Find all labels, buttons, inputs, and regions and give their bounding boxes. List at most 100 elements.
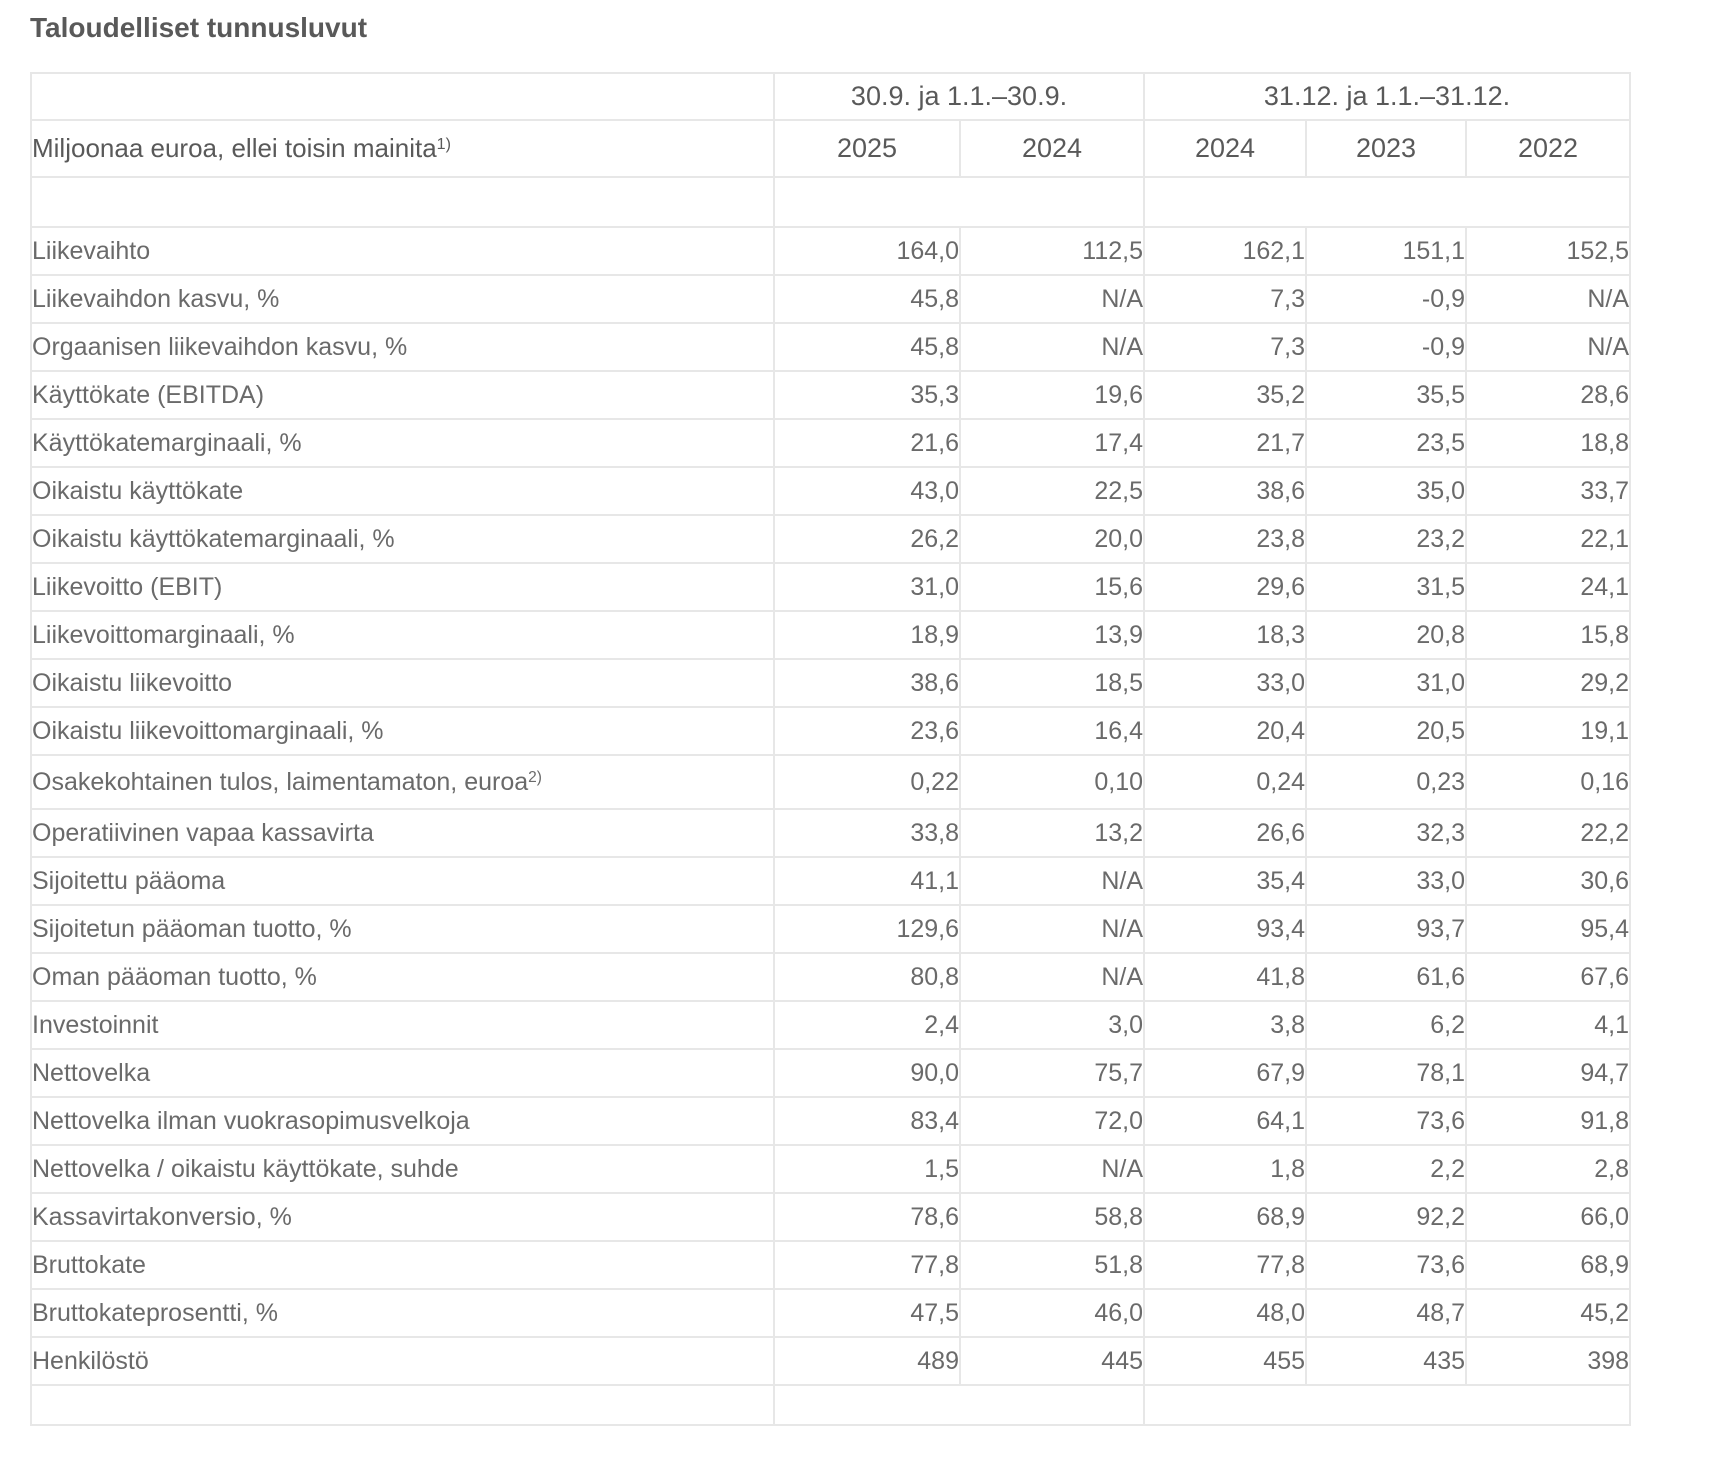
- value-cell: 33,0: [1143, 658, 1308, 708]
- value-cell: 112,5: [958, 226, 1146, 276]
- value-cell: 1,8: [1143, 1144, 1308, 1194]
- value-cell: 47,5: [773, 1288, 961, 1338]
- table-row: Bruttokateprosentti, % 47,5 46,0 48,0 48,7 45…: [30, 1288, 1632, 1338]
- unit-label: Miljoonaa euroa, ellei toisin mainita: [32, 133, 437, 163]
- table-row: Liikevoittomarginaali, % 18,9 13,9 18,3 20,8…: [30, 610, 1632, 660]
- value-cell: 35,2: [1143, 370, 1308, 420]
- header-spacer-row: [30, 176, 1632, 228]
- value-cell: 23,5: [1305, 418, 1468, 468]
- table-row: Henkilöstö 489 445 455 435 398: [30, 1336, 1632, 1386]
- table-footer-spacer: [30, 1384, 1632, 1426]
- value-cell: 67,6: [1465, 952, 1632, 1002]
- value-cell: 35,3: [773, 370, 961, 420]
- value-cell: 33,7: [1465, 466, 1632, 516]
- table-row: Osakekohtainen tulos, laimentamaton, eur…: [30, 754, 1632, 810]
- value-cell: 13,9: [958, 610, 1146, 660]
- row-label-cell: Kassavirtakonversio, %: [30, 1192, 775, 1242]
- row-label-cell: Oman pääoman tuotto, %: [30, 952, 775, 1002]
- value-cell: 7,3: [1143, 274, 1308, 324]
- value-cell: 2,8: [1465, 1144, 1632, 1194]
- row-label-cell: Bruttokateprosentti, %: [30, 1288, 775, 1338]
- value-cell: 26,2: [773, 514, 961, 564]
- value-cell: 0,16: [1465, 754, 1632, 810]
- value-cell: 31,0: [1305, 658, 1468, 708]
- value-cell: 38,6: [773, 658, 961, 708]
- value-cell: 32,3: [1305, 808, 1468, 858]
- row-label-cell: Liikevoittomarginaali, %: [30, 610, 775, 660]
- table-row: Sijoitetun pääoman tuotto, % 129,6 N/A 93,4…: [30, 904, 1632, 954]
- period-group-fullyear: 31.12. ja 1.1.–31.12.: [1143, 72, 1632, 121]
- financial-table: 30.9. ja 1.1.–30.9. 31.12. ja 1.1.–31.12…: [30, 72, 1632, 1426]
- row-label-cell: Operatiivinen vapaa kassavirta: [30, 808, 775, 858]
- value-cell: 91,8: [1465, 1096, 1632, 1146]
- value-cell: 164,0: [773, 226, 961, 276]
- row-label-cell: Käyttökatemarginaali, %: [30, 418, 775, 468]
- value-cell: 43,0: [773, 466, 961, 516]
- value-cell: 398: [1465, 1336, 1632, 1386]
- value-cell: N/A: [1465, 274, 1632, 324]
- value-cell: 21,6: [773, 418, 961, 468]
- spacer-cell: [1143, 1384, 1632, 1426]
- value-cell: 489: [773, 1336, 961, 1386]
- table-row: Investoinnit 2,4 3,0 3,8 6,2 4,1: [30, 1000, 1632, 1050]
- row-label-cell: Osakekohtainen tulos, laimentamaton, eur…: [30, 754, 775, 810]
- table-row: Liikevoitto (EBIT) 31,0 15,6 29,6 31,5 24,1: [30, 562, 1632, 612]
- value-cell: 129,6: [773, 904, 961, 954]
- value-cell: 1,5: [773, 1144, 961, 1194]
- value-cell: 7,3: [1143, 322, 1308, 372]
- value-cell: 3,0: [958, 1000, 1146, 1050]
- table-row: Bruttokate 77,8 51,8 77,8 73,6 68,9: [30, 1240, 1632, 1290]
- value-cell: 78,1: [1305, 1048, 1468, 1098]
- value-cell: 455: [1143, 1336, 1308, 1386]
- table-row: Oman pääoman tuotto, % 80,8 N/A 41,8 61,6 67,…: [30, 952, 1632, 1002]
- value-cell: 45,8: [773, 274, 961, 324]
- value-cell: 435: [1305, 1336, 1468, 1386]
- value-cell: 22,1: [1465, 514, 1632, 564]
- row-label-cell: Oikaistu käyttökate: [30, 466, 775, 516]
- row-label-cell: Liikevaihdon kasvu, %: [30, 274, 775, 324]
- row-label-cell: Nettovelka: [30, 1048, 775, 1098]
- value-cell: 0,10: [958, 754, 1146, 810]
- value-cell: 93,7: [1305, 904, 1468, 954]
- value-cell: 38,6: [1143, 466, 1308, 516]
- value-cell: 35,4: [1143, 856, 1308, 906]
- value-cell: 68,9: [1143, 1192, 1308, 1242]
- value-cell: 15,8: [1465, 610, 1632, 660]
- value-cell: N/A: [958, 322, 1146, 372]
- value-cell: 46,0: [958, 1288, 1146, 1338]
- period-group-interim: 30.9. ja 1.1.–30.9.: [772, 72, 1146, 121]
- value-cell: 61,6: [1305, 952, 1468, 1002]
- value-cell: 0,23: [1305, 754, 1468, 810]
- value-cell: 30,6: [1465, 856, 1632, 906]
- value-cell: 33,8: [773, 808, 961, 858]
- value-cell: 162,1: [1143, 226, 1308, 276]
- value-cell: 0,22: [773, 754, 961, 810]
- value-cell: 33,0: [1305, 856, 1468, 906]
- value-cell: 18,5: [958, 658, 1146, 708]
- value-cell: 92,2: [1305, 1192, 1468, 1242]
- value-cell: 23,8: [1143, 514, 1308, 564]
- value-cell: 22,5: [958, 466, 1146, 516]
- value-cell: N/A: [958, 274, 1146, 324]
- value-cell: 20,4: [1143, 706, 1308, 756]
- value-cell: 2,2: [1305, 1144, 1468, 1194]
- table-row: Käyttökate (EBITDA) 35,3 19,6 35,2 35,5 28,6: [30, 370, 1632, 420]
- value-cell: 18,8: [1465, 418, 1632, 468]
- table-row: Liikevaihto 164,0 112,5 162,1 151,1 152,5: [30, 226, 1632, 276]
- row-label-cell: Liikevaihto: [30, 226, 775, 276]
- value-cell: 48,0: [1143, 1288, 1308, 1338]
- table-row: Orgaanisen liikevaihdon kasvu, % 45,8 N/A 7…: [30, 322, 1632, 372]
- value-cell: 0,24: [1143, 754, 1308, 810]
- table-header: 30.9. ja 1.1.–30.9. 31.12. ja 1.1.–31.12…: [30, 72, 1632, 228]
- row-label-footnote: 2): [528, 768, 542, 786]
- value-cell: 23,6: [773, 706, 961, 756]
- table-row: Oikaistu liikevoitto 38,6 18,5 33,0 31,0 29,2: [30, 658, 1632, 708]
- row-label-cell: Oikaistu käyttökatemarginaali, %: [30, 514, 775, 564]
- spacer-cell: [30, 176, 775, 228]
- value-cell: 73,6: [1305, 1240, 1468, 1290]
- value-cell: 152,5: [1465, 226, 1632, 276]
- value-cell: 41,1: [773, 856, 961, 906]
- value-cell: 90,0: [773, 1048, 961, 1098]
- value-cell: 83,4: [773, 1096, 961, 1146]
- table-row: Liikevaihdon kasvu, % 45,8 N/A 7,3 -0,9 N/A: [30, 274, 1632, 324]
